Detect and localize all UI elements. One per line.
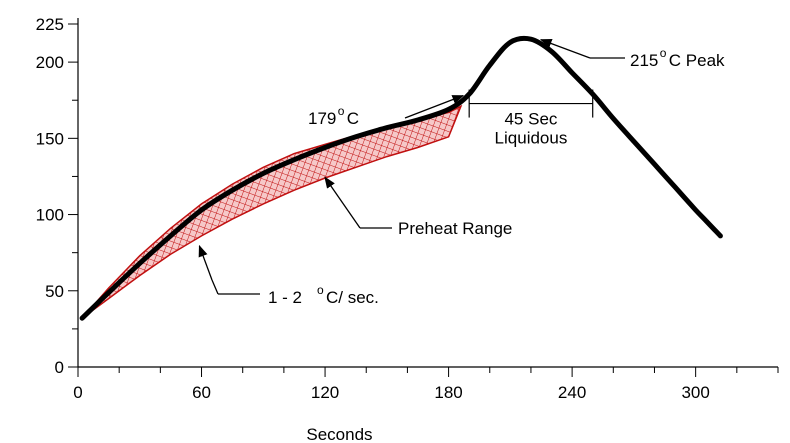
preheat-arrow — [324, 176, 361, 229]
y-tick-label: 0 — [55, 358, 64, 377]
ramp-arrow — [198, 244, 213, 281]
x-axis-label: Seconds — [306, 425, 372, 443]
ramp-label-degree: o — [317, 283, 324, 297]
ramp-label-value: 1 - 2 — [268, 288, 302, 307]
x-tick-label: 0 — [73, 383, 82, 402]
peak-arrow — [539, 39, 591, 59]
preheat-range-label: Preheat Range — [398, 219, 512, 238]
x-tick-label: 300 — [681, 383, 709, 402]
x-tick-label: 240 — [558, 383, 586, 402]
y-tick-label: 200 — [36, 53, 64, 72]
peak-label-degree: o — [660, 46, 667, 60]
liquidous-label: Liquidous — [495, 129, 568, 148]
y-tick-label: 225 — [36, 15, 64, 34]
y-tick-label: 50 — [45, 282, 64, 301]
liquidus-temp-label-value: 179 — [308, 109, 336, 128]
peak-label-unit: C Peak — [669, 51, 725, 70]
ramp-leader-v — [211, 279, 219, 295]
liquidous-time-label: 45 Sec — [504, 110, 557, 129]
liquidus-temp-label-unit: C — [347, 109, 359, 128]
peak-label-value: 215 — [630, 51, 658, 70]
liquidus-temp-arrow — [404, 95, 465, 119]
x-tick-label: 60 — [192, 383, 211, 402]
tick-labels: 0 60 120 180 240 300 0 50 100 150 200 225 — [36, 15, 710, 402]
profile-line — [79, 35, 723, 321]
preheat-band — [81, 104, 463, 319]
x-tick-label: 120 — [311, 383, 339, 402]
x-tick-label: 180 — [434, 383, 462, 402]
axes — [68, 18, 779, 377]
preheat-band-area — [81, 104, 463, 319]
liquidus-temp-label-degree: o — [338, 104, 345, 118]
y-tick-label: 100 — [36, 206, 64, 225]
y-tick-label: 150 — [36, 129, 64, 148]
series — [79, 35, 723, 321]
ramp-label-unit: C/ sec. — [326, 288, 379, 307]
